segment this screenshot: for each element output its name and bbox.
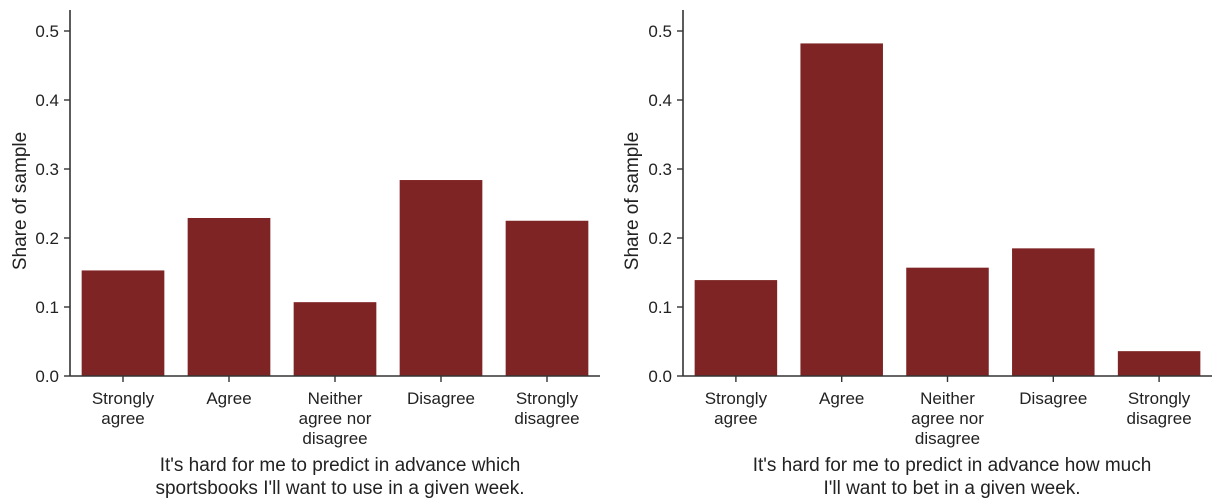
bar-1 — [81, 270, 165, 376]
x-tick-label: Agree — [206, 389, 251, 408]
x-tick-label: Neither agree nor disagree — [911, 389, 984, 448]
x-axis-title: It's hard for me to predict in advance w… — [155, 455, 524, 499]
y-tick-label: 0.4 — [35, 91, 59, 110]
y-tick-label: 0.0 — [648, 367, 672, 386]
x-tick-label: Neither agree nor disagree — [299, 389, 372, 448]
bar-4 — [399, 180, 483, 376]
x-tick-label: Strongly agree — [705, 389, 768, 428]
y-axis-title: Share of sample — [622, 132, 643, 270]
y-tick-label: 0.0 — [35, 367, 59, 386]
x-tick-label: Disagree — [1019, 389, 1087, 408]
y-tick-label: 0.2 — [35, 229, 59, 248]
bar-2 — [187, 217, 271, 376]
x-tick-label: Disagree — [407, 389, 475, 408]
left-chart-panel: 0.0 0.1 0.2 0.3 0.4 0.5 Strongly agree Agree Neit… — [10, 10, 600, 499]
x-axis-title: It's hard for me to predict in advance h… — [753, 455, 1152, 499]
bar-5 — [505, 220, 589, 376]
x-tick-label: Agree — [819, 389, 864, 408]
y-tick-label: 0.2 — [648, 229, 672, 248]
y-tick-label: 0.3 — [648, 160, 672, 179]
bar-1 — [694, 280, 778, 376]
y-tick-label: 0.5 — [35, 22, 59, 41]
y-tick-label: 0.5 — [648, 22, 672, 41]
x-tick-label: Strongly agree — [92, 389, 155, 428]
y-tick-label: 0.3 — [35, 160, 59, 179]
y-tick-label: 0.1 — [648, 298, 672, 317]
bar-3 — [906, 267, 989, 376]
x-tick-label: Strongly disagree — [1126, 389, 1191, 428]
y-axis-title: Share of sample — [10, 132, 31, 270]
y-tick-label: 0.4 — [648, 91, 672, 110]
bar-5 — [1117, 351, 1201, 376]
bar-2 — [800, 43, 883, 377]
right-chart-panel: 0.0 0.1 0.2 0.3 0.4 0.5 Strongly agree Agree Neit… — [622, 10, 1212, 499]
bar-3 — [293, 302, 377, 376]
bar-4 — [1012, 248, 1095, 376]
x-tick-label: Strongly disagree — [514, 389, 579, 428]
y-tick-label: 0.1 — [35, 298, 59, 317]
